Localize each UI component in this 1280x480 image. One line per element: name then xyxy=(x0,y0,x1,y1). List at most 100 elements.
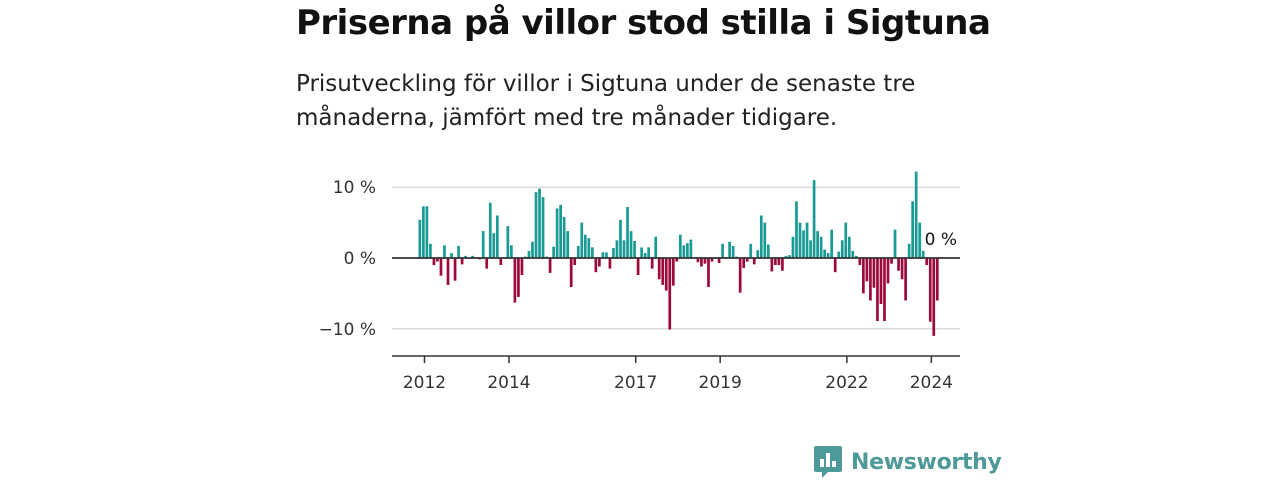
bar xyxy=(689,239,693,258)
bar xyxy=(851,250,855,258)
bar xyxy=(833,258,837,273)
bar xyxy=(573,258,577,266)
bar xyxy=(738,258,742,293)
chart-subtitle: Prisutveckling för villor i Sigtuna unde… xyxy=(296,71,916,131)
bar xyxy=(527,250,531,258)
bar xyxy=(580,222,584,258)
bar xyxy=(640,247,643,258)
bar xyxy=(854,255,858,258)
bar xyxy=(517,258,520,297)
bar xyxy=(418,219,422,258)
x-tick-label: 2014 xyxy=(487,373,530,393)
bar xyxy=(464,255,467,258)
bar xyxy=(668,258,672,330)
newsworthy-logo[interactable]: Newsworthy xyxy=(814,446,1002,478)
bar xyxy=(520,258,524,275)
bar xyxy=(619,219,622,258)
bar xyxy=(717,258,721,263)
x-axis-ticks: 2012 2014 2017 2019 2022 2024 xyxy=(403,356,953,393)
bar xyxy=(802,230,805,258)
bar xyxy=(531,241,534,258)
bar xyxy=(569,258,573,288)
bar xyxy=(788,255,791,258)
bar xyxy=(429,243,432,258)
bar xyxy=(506,226,510,258)
bar xyxy=(555,208,559,258)
bar xyxy=(664,258,668,291)
bar xyxy=(911,201,914,258)
bar xyxy=(900,258,904,280)
bar xyxy=(541,197,545,258)
bar xyxy=(534,192,538,258)
bars xyxy=(418,171,939,336)
y-axis-labels: 10 % 0 % −10 % xyxy=(319,178,376,340)
brand-name: Newsworthy xyxy=(851,449,1002,475)
bar xyxy=(932,258,936,336)
bar xyxy=(590,247,594,258)
bar xyxy=(703,258,707,264)
bar xyxy=(721,243,724,258)
bar xyxy=(700,258,703,267)
bar xyxy=(791,236,795,258)
bar xyxy=(650,258,654,269)
bar xyxy=(629,231,633,258)
bar xyxy=(840,240,844,258)
bar xyxy=(914,171,918,258)
bar xyxy=(460,258,464,265)
y-tick-label: 10 % xyxy=(333,178,376,198)
bar xyxy=(826,253,830,258)
bar xyxy=(745,258,749,262)
bar xyxy=(707,258,710,288)
bar xyxy=(675,258,679,262)
x-tick-label: 2024 xyxy=(910,373,953,393)
bar xyxy=(432,258,436,266)
bar xyxy=(499,258,503,266)
bar xyxy=(710,258,714,262)
bar xyxy=(925,258,929,266)
bar xyxy=(812,180,816,258)
bar xyxy=(422,206,425,258)
bar xyxy=(904,258,907,301)
bar xyxy=(865,258,869,282)
bar xyxy=(453,258,457,281)
bar xyxy=(876,258,879,322)
bar xyxy=(883,258,886,322)
bar xyxy=(907,243,911,258)
bar xyxy=(626,207,629,258)
bar xyxy=(510,245,513,258)
bar xyxy=(837,251,841,258)
bar xyxy=(612,248,615,258)
bar xyxy=(935,258,939,301)
bar xyxy=(605,252,608,258)
bar xyxy=(823,249,826,258)
bar xyxy=(766,244,770,258)
last-value-label: 0 % xyxy=(925,230,957,250)
bar xyxy=(774,258,777,266)
bar xyxy=(872,258,876,288)
newsworthy-logo-icon xyxy=(814,446,842,478)
bar xyxy=(450,253,453,258)
bar xyxy=(759,215,763,258)
bar xyxy=(636,258,640,275)
bar xyxy=(890,258,893,264)
bar xyxy=(513,258,517,303)
bar xyxy=(661,258,665,285)
bar xyxy=(643,253,647,258)
bar xyxy=(488,202,492,258)
bar xyxy=(830,229,834,258)
bar xyxy=(921,250,925,258)
bar xyxy=(601,252,605,258)
x-tick-label: 2022 xyxy=(825,373,868,393)
bar xyxy=(485,258,489,269)
bar xyxy=(576,245,580,258)
bar xyxy=(566,231,570,258)
bar xyxy=(682,245,686,258)
bar xyxy=(622,240,626,258)
bar xyxy=(809,240,812,258)
bar xyxy=(784,255,788,258)
bar xyxy=(731,245,735,258)
bar xyxy=(608,258,612,269)
bar xyxy=(492,233,496,258)
bar xyxy=(495,215,499,258)
